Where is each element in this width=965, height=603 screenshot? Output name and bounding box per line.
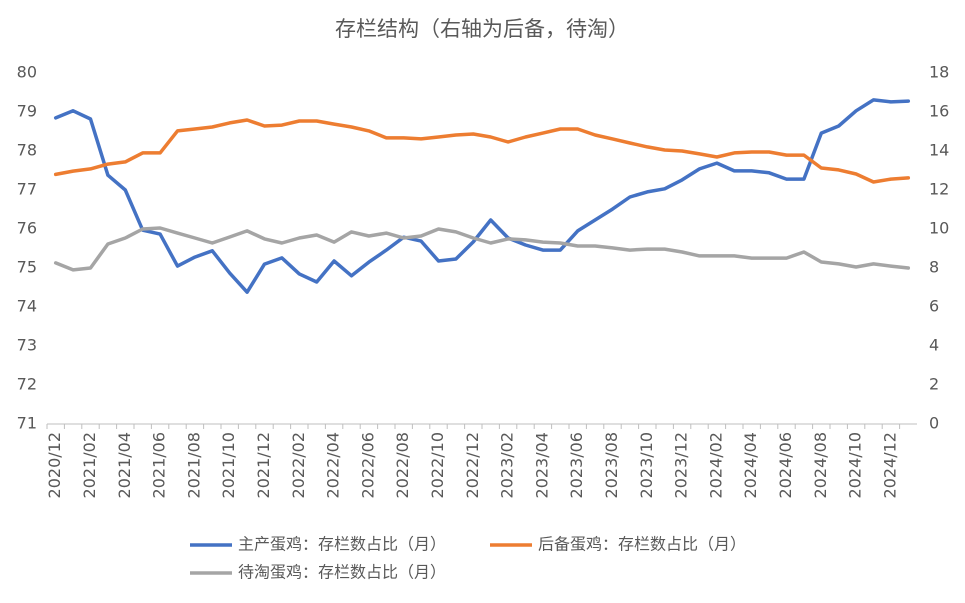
y-tick-label: 80 [17, 63, 37, 82]
x-tick-label: 2022/10 [428, 432, 447, 498]
y-tick-label: 78 [17, 141, 37, 160]
y2-tick-label: 2 [929, 375, 939, 394]
x-tick-label: 2023/04 [532, 432, 551, 498]
y2-tick-label: 4 [929, 336, 939, 355]
y-tick-label: 75 [17, 258, 37, 277]
x-tick-label: 2022/12 [463, 432, 482, 498]
x-tick-label: 2023/02 [498, 432, 517, 498]
y2-tick-label: 6 [929, 297, 939, 316]
y2-tick-label: 0 [929, 414, 939, 433]
x-tick-label: 2021/06 [150, 432, 169, 498]
series-line [53, 118, 911, 184]
x-tick-label: 2023/10 [637, 432, 656, 498]
y2-tick-label: 12 [929, 180, 949, 199]
y2-tick-label: 16 [929, 102, 949, 121]
y-tick-label: 72 [17, 375, 37, 394]
y-tick-label: 73 [17, 336, 37, 355]
legend-label: 主产蛋鸡：存栏数占比（月） [238, 535, 446, 554]
x-tick-label: 2021/08 [184, 432, 203, 498]
x-tick-label: 2022/06 [358, 432, 377, 498]
y-tick-label: 79 [17, 102, 37, 121]
x-tick-label: 2024/02 [706, 432, 725, 498]
y2-tick-label: 10 [929, 219, 949, 238]
y2-tick-label: 8 [929, 258, 939, 277]
legend-label: 后备蛋鸡：存栏数占比（月） [538, 535, 746, 554]
x-tick-label: 2021/02 [80, 432, 99, 498]
y-tick-label: 71 [17, 414, 37, 433]
x-tick-label: 2022/04 [324, 432, 343, 498]
y2-tick-label: 18 [929, 63, 949, 82]
series-line [53, 226, 911, 272]
chart-title: 存栏结构（右轴为后备，待淘） [335, 17, 629, 41]
x-tick-label: 2021/12 [254, 432, 273, 498]
x-tick-label: 2024/10 [846, 432, 865, 498]
x-tick-label: 2023/12 [672, 432, 691, 498]
x-tick-label: 2024/08 [811, 432, 830, 498]
x-tick-label: 2021/04 [115, 432, 134, 498]
x-tick-label: 2024/04 [741, 432, 760, 498]
x-tick-label: 2023/06 [567, 432, 586, 498]
y2-tick-label: 14 [929, 141, 949, 160]
x-tick-label: 2024/06 [776, 432, 795, 498]
y-tick-label: 74 [17, 297, 37, 316]
x-tick-label: 2024/12 [880, 432, 899, 498]
x-tick-label: 2022/02 [289, 432, 308, 498]
series-line [53, 98, 911, 294]
x-tick-label: 2022/08 [393, 432, 412, 498]
legend-label: 待淘蛋鸡：存栏数占比（月） [238, 563, 446, 582]
x-tick-label: 2021/10 [219, 432, 238, 498]
x-tick-label: 2023/08 [602, 432, 621, 498]
y-tick-label: 77 [17, 180, 37, 199]
y-tick-label: 76 [17, 219, 37, 238]
x-tick-label: 2020/12 [45, 432, 64, 498]
